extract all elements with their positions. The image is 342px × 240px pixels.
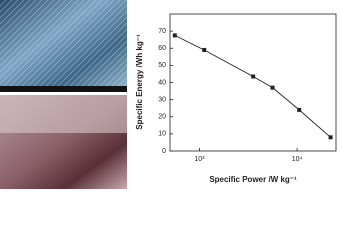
data-point xyxy=(328,135,333,140)
sem-texture xyxy=(0,0,127,86)
data-point xyxy=(202,47,207,52)
y-tick-label: 10 xyxy=(158,131,166,138)
x-tick-label: 10³ xyxy=(194,156,205,163)
y-tick-label: 70 xyxy=(158,28,166,35)
data-point xyxy=(270,85,275,90)
y-tick-label: 30 xyxy=(158,96,166,103)
x-tick-label: 10⁴ xyxy=(292,156,303,163)
data-point xyxy=(172,33,177,38)
y-tick-label: 0 xyxy=(162,148,166,155)
y-tick-label: 60 xyxy=(158,45,166,52)
chart: Specific Energy /Wh kg⁻¹ Specific Power … xyxy=(0,0,337,189)
y-tick-label: 40 xyxy=(158,79,166,86)
data-point xyxy=(297,107,302,112)
figure: Specific Energy /Wh kg⁻¹ Specific Power … xyxy=(0,0,337,189)
y-tick-label: 50 xyxy=(158,62,166,69)
y-tick-label: 20 xyxy=(158,114,166,121)
plot-frame xyxy=(169,13,337,152)
y-axis-label: Specific Energy /Wh kg⁻¹ xyxy=(135,34,144,130)
data-point xyxy=(251,74,256,79)
data-line xyxy=(174,35,331,138)
tem-background xyxy=(0,95,127,133)
sem-info-bar xyxy=(0,86,127,92)
x-axis-label: Specific Power /W kg⁻¹ xyxy=(209,175,297,184)
